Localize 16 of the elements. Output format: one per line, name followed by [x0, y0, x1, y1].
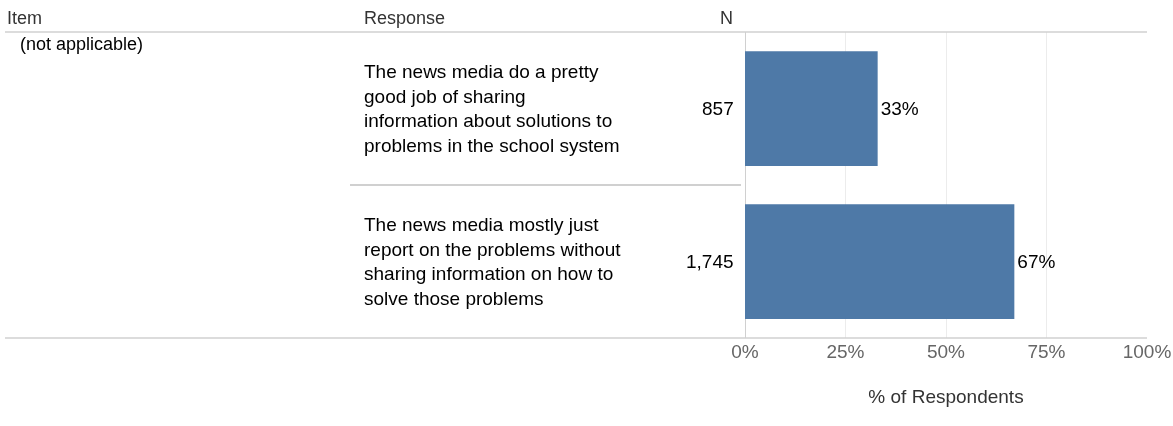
text: (not applicable)	[20, 34, 144, 54]
y-tick-label: The news media mostly just report on the problems without sharing information on how to solve those problems	[364, 214, 622, 310]
text: Response	[364, 8, 446, 28]
x-tick-label: 75%	[1027, 341, 1066, 362]
data-label: 33%	[880, 98, 919, 119]
text: 857	[702, 98, 734, 119]
x-tick-label: 25%	[826, 341, 865, 362]
data-label: 67%	[1017, 251, 1056, 273]
x-tick-label: 0%	[731, 341, 759, 362]
y-tick-label: The news media do a pretty good job of sharing information about solutions to problems in the school system	[364, 61, 620, 157]
x-tick-label: 100%	[1122, 341, 1172, 362]
text: N	[720, 8, 733, 28]
x-tick-label: 50%	[926, 341, 966, 362]
x-axis-title: % of Respondents	[868, 385, 1024, 407]
text: Item	[7, 8, 43, 28]
text: 1,745	[686, 251, 734, 272]
